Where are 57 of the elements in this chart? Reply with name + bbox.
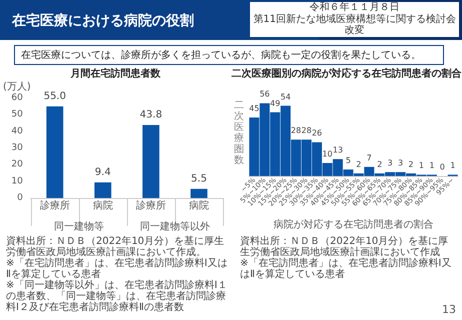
data-label: 3 [398, 158, 404, 168]
data-label: 45 [249, 104, 260, 113]
bar [94, 182, 112, 198]
bar [46, 106, 64, 198]
data-label: 2 [408, 160, 414, 169]
data-label: 49 [270, 98, 280, 108]
text: ※「同一建物等以外」は、在宅患者訪問診療料Ⅰ１の患者数、「同一建物等」は、在宅患者訪問診療料Ⅰ２及び在宅患者訪問診療料Ⅱの患者数 [6, 280, 228, 313]
y-tick-label: 20 [11, 160, 24, 170]
y-tick-label: 30 [11, 143, 24, 153]
bar [190, 188, 208, 198]
chart-title: 月間在宅訪問患者数 [70, 68, 162, 80]
text: 同一建物等 [54, 220, 104, 232]
data-label: 3 [388, 158, 393, 168]
y-tick-label: 50 [11, 110, 24, 120]
text: ※「在宅訪問患者」は、在宅患者訪問診療料Ⅰ又はⅡを算定している患者 [6, 258, 228, 280]
y-tick-label: 10 [11, 176, 24, 186]
data-label: 2 [356, 160, 362, 169]
data-label: 43.8 [140, 110, 162, 120]
data-label: 28 [301, 126, 312, 136]
x-axis-title: 病院が対応する在宅訪問患者の割合 [274, 218, 434, 230]
data-label: 9.4 [94, 166, 111, 178]
data-label: 13 [332, 146, 343, 155]
data-label: 55.0 [44, 90, 66, 102]
text: 同一建物等以外 [140, 220, 210, 232]
x-tick-label: 診療所 [40, 200, 70, 212]
y-tick-label: 40 [11, 126, 24, 136]
text: 令和６年１１月８日 [308, 2, 401, 14]
text: ※「在宅訪問患者」は、在宅患者訪問診療料Ⅰ又はⅡを算定している患者 [240, 258, 452, 280]
bar [142, 125, 160, 198]
text: 13 [442, 303, 456, 316]
y-axis-title: 二次医療圏数 [234, 100, 244, 166]
x-tick-label: 病院 [92, 200, 113, 212]
data-label: 5.5 [191, 173, 207, 184]
data-label: 28 [290, 126, 302, 136]
data-label: 1 [450, 161, 456, 170]
y-tick-label: 0 [17, 193, 24, 203]
text: 資料出所：ＮＤＢ（2022年10月分）を基に厚生労働省医政局地域医療計画課において作成。 [6, 236, 226, 258]
text: 在宅医療における病院の役割 [12, 12, 194, 30]
data-label: 2 [377, 160, 382, 169]
data-label: 26 [312, 128, 322, 138]
chart-title: 二次医療圏別の病院が対応する在宅訪問患者の割合 [232, 68, 462, 80]
text: 第11回新たな地域医療構想等に関する検討会 [253, 14, 456, 24]
data-label: 1 [418, 161, 424, 170]
x-tick-label: 診療所 [136, 200, 166, 212]
text: 改変 [344, 25, 365, 36]
text: 資料出所：ＮＤＢ（2022年10月分）を基に厚生労働省医政局地域医療計画課において作成 [240, 236, 450, 258]
data-label: 0 [440, 162, 445, 172]
data-label: 54 [280, 92, 291, 102]
x-tick-label: 病院 [188, 200, 209, 212]
text: 在宅医療については、診療所が多くを担っているが、病院も一定の役割を果たしている。 [14, 45, 444, 65]
data-label: 7 [366, 153, 372, 162]
y-tick-label: 60 [11, 93, 24, 103]
data-label: 1 [429, 161, 434, 170]
data-label: 5 [346, 156, 351, 165]
y-axis-title: (万人) [2, 82, 31, 92]
data-label: 56 [260, 90, 270, 99]
data-label: 10 [322, 150, 332, 158]
